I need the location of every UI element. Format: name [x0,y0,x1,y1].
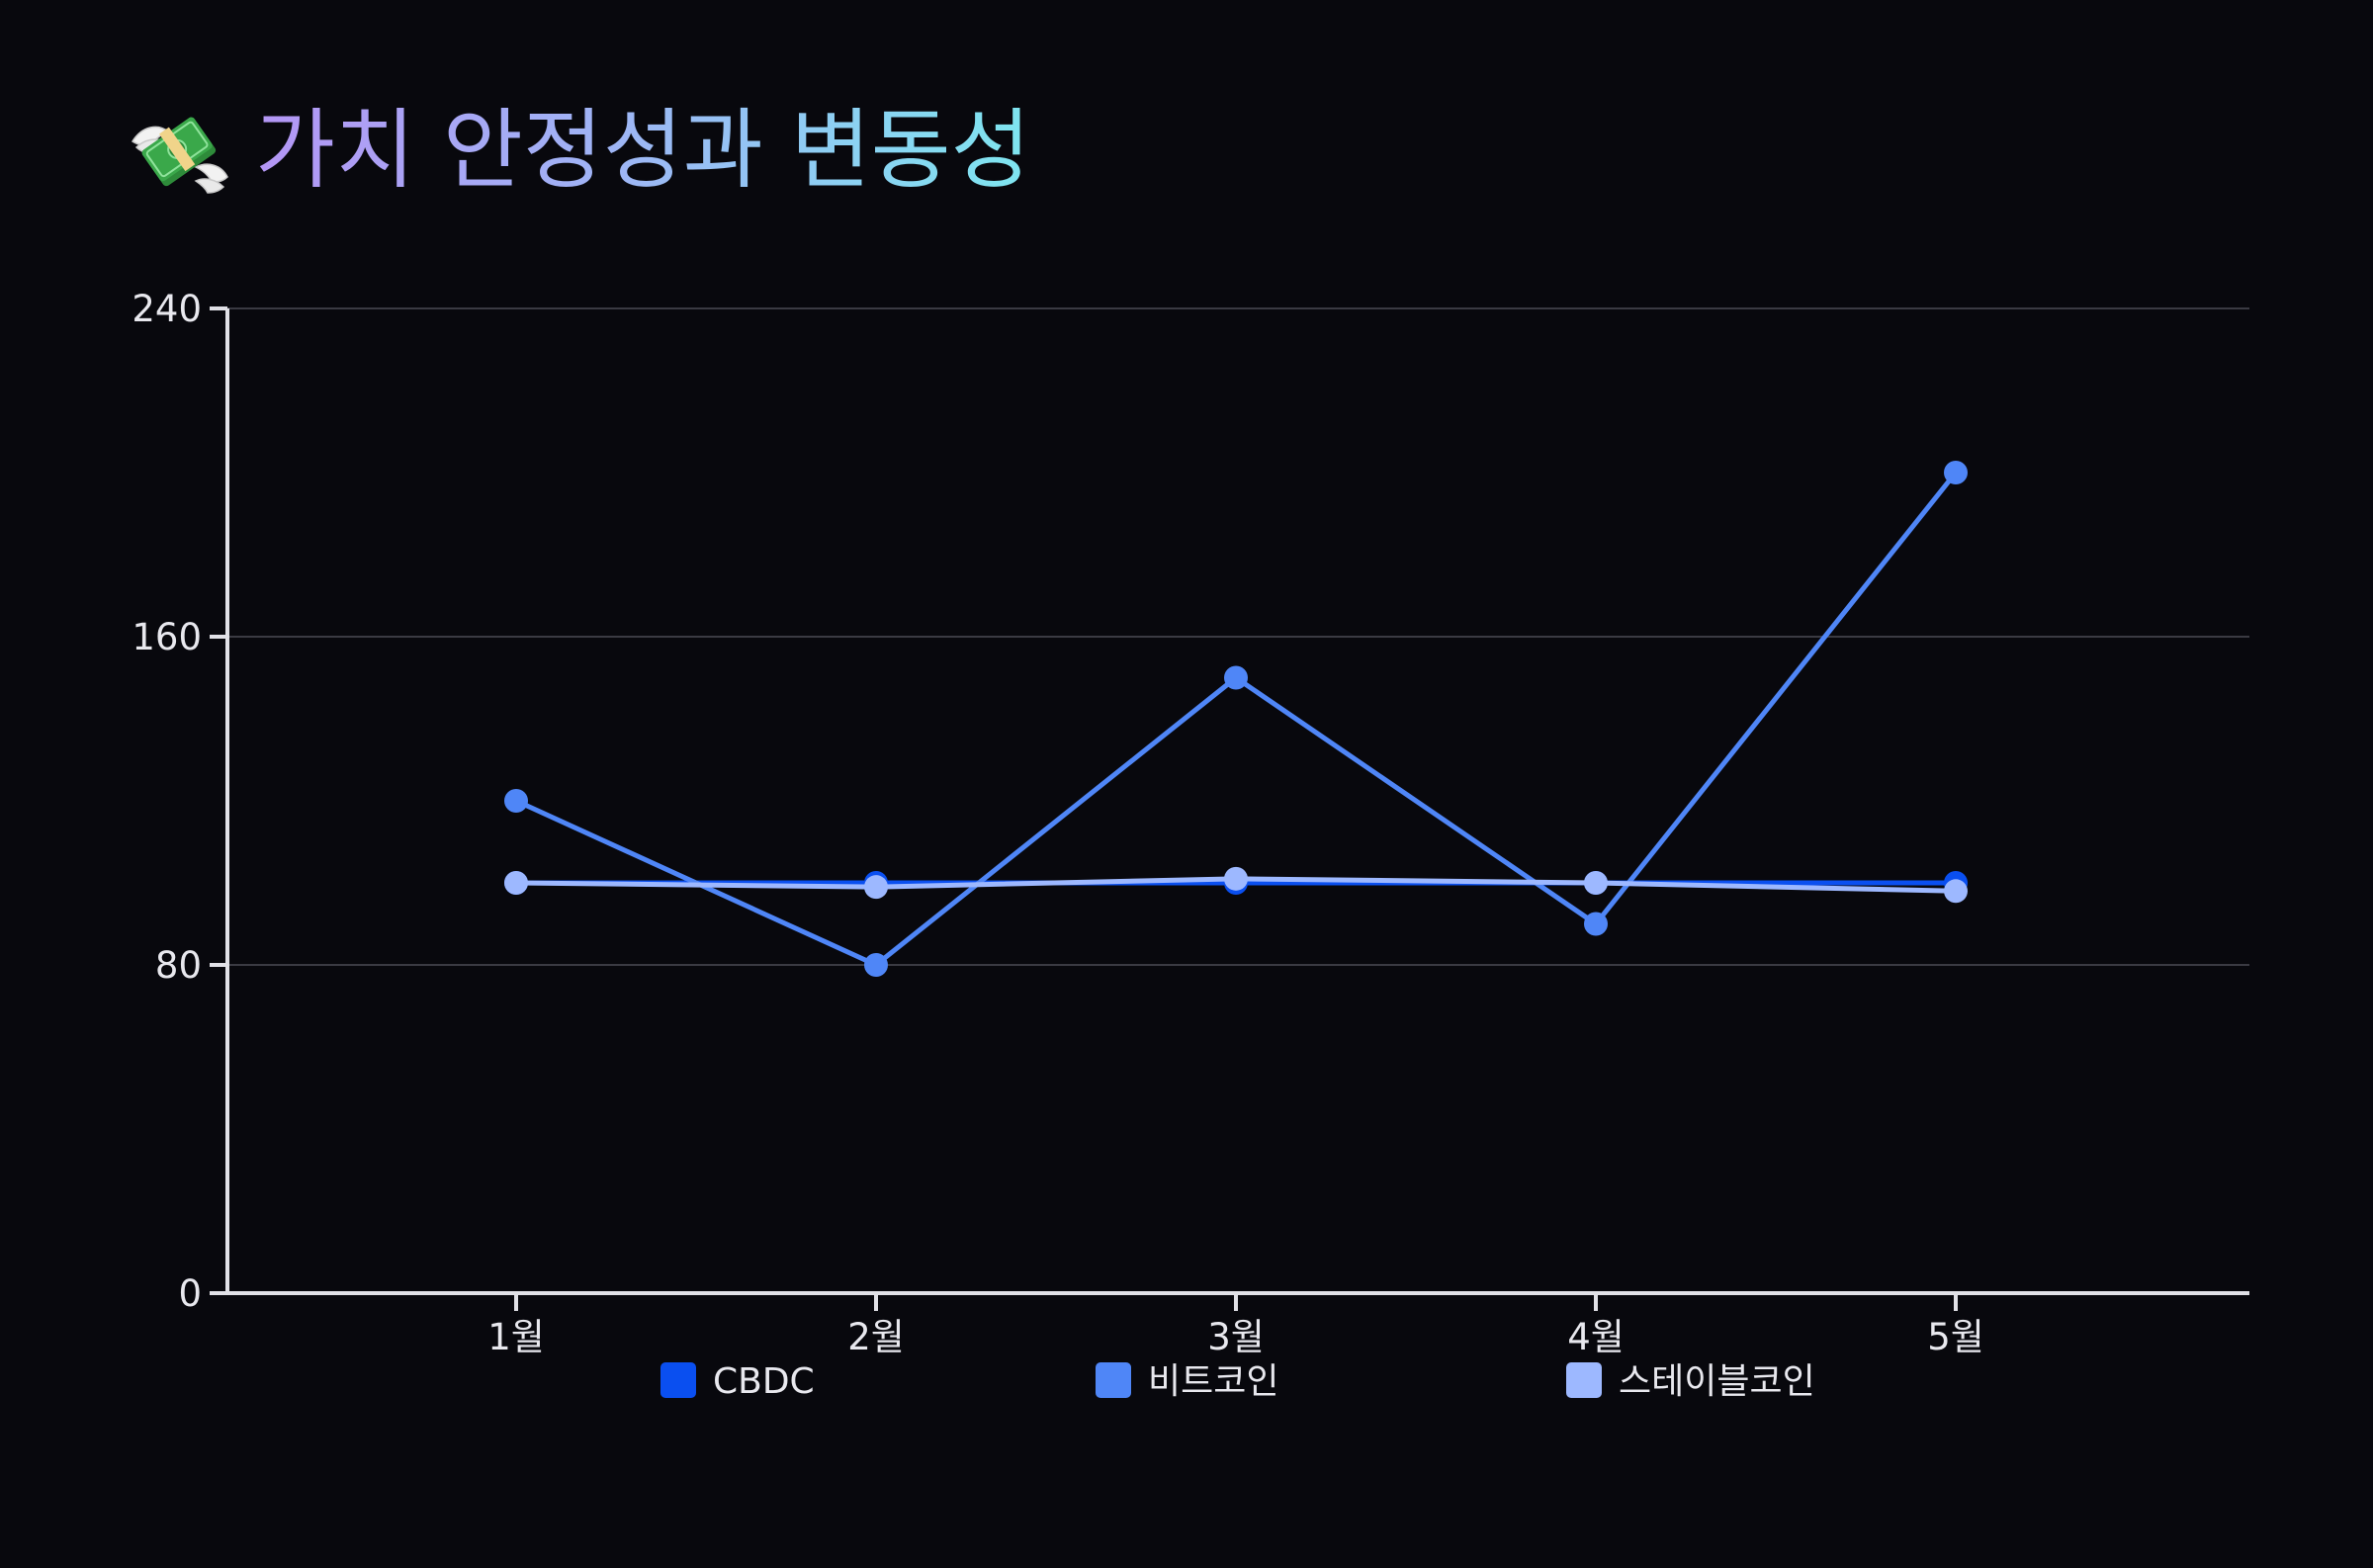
x-tick-label: 5월 [1927,1316,1984,1358]
data-point [504,789,528,813]
data-point [1584,871,1608,895]
money-with-wings-icon [131,117,228,194]
data-point [864,875,888,900]
data-point [1224,866,1248,891]
legend-swatch [1096,1362,1131,1398]
legend-swatch [660,1362,696,1398]
y-tick-label: 0 [178,1272,202,1315]
data-point [1944,879,1968,904]
x-tick-label: 2월 [847,1316,905,1358]
data-point [504,871,528,895]
chart-title: 가치 안정성과 변동성 [125,91,1031,210]
legend-label: CBDC [713,1361,815,1402]
data-point [864,953,888,977]
y-tick-label: 80 [155,944,202,987]
x-tick-label: 3월 [1207,1316,1265,1358]
y-tick-label: 240 [132,288,202,330]
x-tick-label: 4월 [1567,1316,1625,1358]
chart-title-text: 가치 안정성과 변동성 [255,99,1031,201]
data-point [1944,461,1968,484]
data-point [1224,665,1248,690]
legend-label: 비트코인 [1148,1361,1278,1402]
legend-swatch [1566,1362,1602,1398]
data-point [1584,912,1608,936]
y-tick-label: 160 [132,616,202,658]
x-tick-label: 1월 [487,1316,545,1358]
legend-label: 스테이블코인 [1619,1361,1815,1402]
